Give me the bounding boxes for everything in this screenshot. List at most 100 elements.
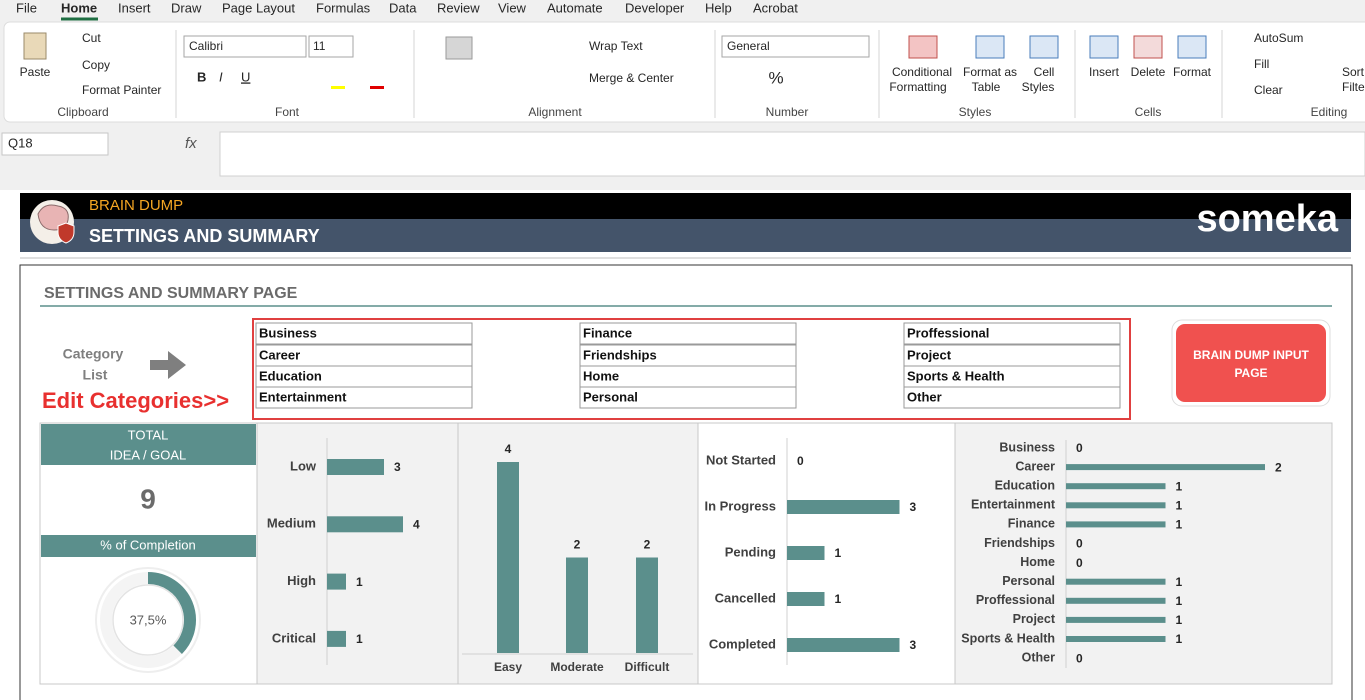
ribbon-button[interactable]: Format: [1173, 65, 1212, 79]
category-name[interactable]: Other: [907, 389, 942, 404]
number-format-box[interactable]: [721, 35, 870, 58]
ribbon-button[interactable]: Clear: [1254, 83, 1283, 97]
ribbon-button[interactable]: Table: [972, 80, 1001, 94]
ribbon-button[interactable]: Insert: [1089, 65, 1120, 79]
name-box-text: Q18: [8, 135, 33, 150]
fx-button[interactable]: fx: [185, 135, 197, 152]
donut-inner-ring: [112, 584, 184, 656]
bar-category-label: Friendships: [984, 536, 1055, 550]
category-cell[interactable]: [255, 386, 473, 409]
underline-button[interactable]: U: [241, 69, 250, 84]
menu-item[interactable]: Page Layout: [222, 0, 295, 15]
category-cell[interactable]: [903, 322, 1121, 345]
bar-value-label: 0: [797, 454, 804, 468]
ribbon-button[interactable]: Filter: [1342, 80, 1365, 94]
bar: [1066, 578, 1166, 585]
bar-value-label: 1: [356, 632, 363, 646]
category-name[interactable]: Entertainment: [259, 389, 347, 404]
bar-category-label: Entertainment: [971, 498, 1056, 512]
category-cell[interactable]: [903, 386, 1121, 409]
category-name[interactable]: Sports & Health: [907, 368, 1005, 383]
bar-category-label: Low: [290, 458, 317, 473]
bar-value-label: 2: [1275, 460, 1282, 474]
category-name[interactable]: Project: [907, 347, 952, 362]
category-cell[interactable]: [579, 322, 797, 345]
ribbon-button[interactable]: Styles: [1022, 80, 1055, 94]
ribbon-button[interactable]: Formatting: [889, 80, 946, 94]
name-box[interactable]: [1, 132, 109, 156]
edit-categories-link[interactable]: Edit Categories>>: [42, 388, 229, 413]
ribbon-button[interactable]: General: [727, 39, 770, 53]
category-name[interactable]: Business: [259, 325, 317, 340]
category-name[interactable]: Personal: [583, 389, 638, 404]
ribbon-button[interactable]: Fill: [1254, 57, 1269, 71]
category-name[interactable]: Friendships: [583, 347, 657, 362]
bar: [1066, 616, 1166, 623]
bar: [566, 557, 588, 653]
menu-item[interactable]: Acrobat: [753, 0, 798, 15]
font-size-box[interactable]: [308, 35, 354, 58]
bar-category-label: Critical: [272, 630, 316, 645]
bar-value-label: 1: [835, 592, 842, 606]
bar-category-label: Project: [1013, 612, 1056, 626]
input-page-button[interactable]: [1176, 324, 1326, 402]
bar-category-label: Not Started: [706, 452, 776, 467]
ribbon-button[interactable]: 11: [313, 39, 326, 53]
category-cell[interactable]: [255, 322, 473, 345]
ribbon-button[interactable]: Wrap Text: [589, 39, 643, 53]
ribbon-button[interactable]: Merge & Center: [589, 71, 674, 85]
bar-category-label: In Progress: [704, 498, 776, 513]
percent-button[interactable]: %: [768, 68, 783, 87]
ribbon-button[interactable]: Cut: [82, 31, 101, 45]
menu-item[interactable]: Data: [389, 0, 417, 15]
bold-button[interactable]: B: [197, 69, 206, 84]
bar-value-label: 1: [356, 575, 363, 589]
menu-item[interactable]: Automate: [547, 0, 603, 15]
insert-icon: [1089, 35, 1119, 59]
category-label: List: [83, 367, 108, 383]
formula-input[interactable]: [219, 131, 1365, 177]
ribbon-button[interactable]: Paste: [20, 65, 51, 79]
ribbon-button[interactable]: AutoSum: [1254, 31, 1303, 45]
category-name[interactable]: Career: [259, 347, 300, 362]
bar: [787, 546, 825, 560]
highlight-swatch: [331, 86, 345, 89]
ribbon-button[interactable]: Delete: [1131, 65, 1166, 79]
bar: [1066, 464, 1265, 471]
ribbon-button[interactable]: Calibri: [189, 39, 223, 53]
category-name[interactable]: Home: [583, 368, 619, 383]
total-value: 9: [140, 483, 156, 514]
ribbon-button[interactable]: Conditional: [892, 65, 952, 79]
ribbon-button[interactable]: Format as: [963, 65, 1017, 79]
button-label[interactable]: BRAIN DUMP INPUT: [1193, 348, 1309, 362]
menu-item[interactable]: File: [16, 0, 37, 15]
category-name[interactable]: Proffessional: [907, 325, 989, 340]
total-label: IDEA / GOAL: [110, 447, 187, 462]
category-name[interactable]: Education: [259, 368, 322, 383]
group-label: Font: [275, 105, 300, 119]
ribbon-button[interactable]: Cell: [1034, 65, 1055, 79]
italic-button[interactable]: I: [219, 69, 223, 84]
bar-category-label: Proffessional: [976, 593, 1055, 607]
menu-item[interactable]: Formulas: [316, 0, 371, 15]
group-label: Cells: [1135, 105, 1162, 119]
category-name[interactable]: Finance: [583, 325, 632, 340]
menu-item[interactable]: Help: [705, 0, 732, 15]
ribbon-button[interactable]: Sort: [1342, 65, 1365, 79]
ribbon-button[interactable]: Format Painter: [82, 83, 161, 97]
menu-item[interactable]: Insert: [118, 0, 151, 15]
menu-item[interactable]: Home: [61, 0, 97, 15]
bar-value-label: 1: [1176, 594, 1183, 608]
ribbon-button[interactable]: Copy: [82, 58, 110, 72]
menu-item[interactable]: Draw: [171, 0, 202, 15]
donut-outer-ring: [95, 567, 201, 673]
font-name-box[interactable]: [183, 35, 307, 58]
menu-item[interactable]: Developer: [625, 0, 685, 15]
bar-category-label: Career: [1015, 459, 1055, 473]
cell-styles-icon: [1029, 35, 1059, 59]
completion-label: % of Completion: [100, 537, 195, 552]
button-label[interactable]: PAGE: [1234, 366, 1267, 380]
menu-item[interactable]: View: [498, 0, 527, 15]
category-cell[interactable]: [579, 386, 797, 409]
menu-item[interactable]: Review: [437, 0, 480, 15]
